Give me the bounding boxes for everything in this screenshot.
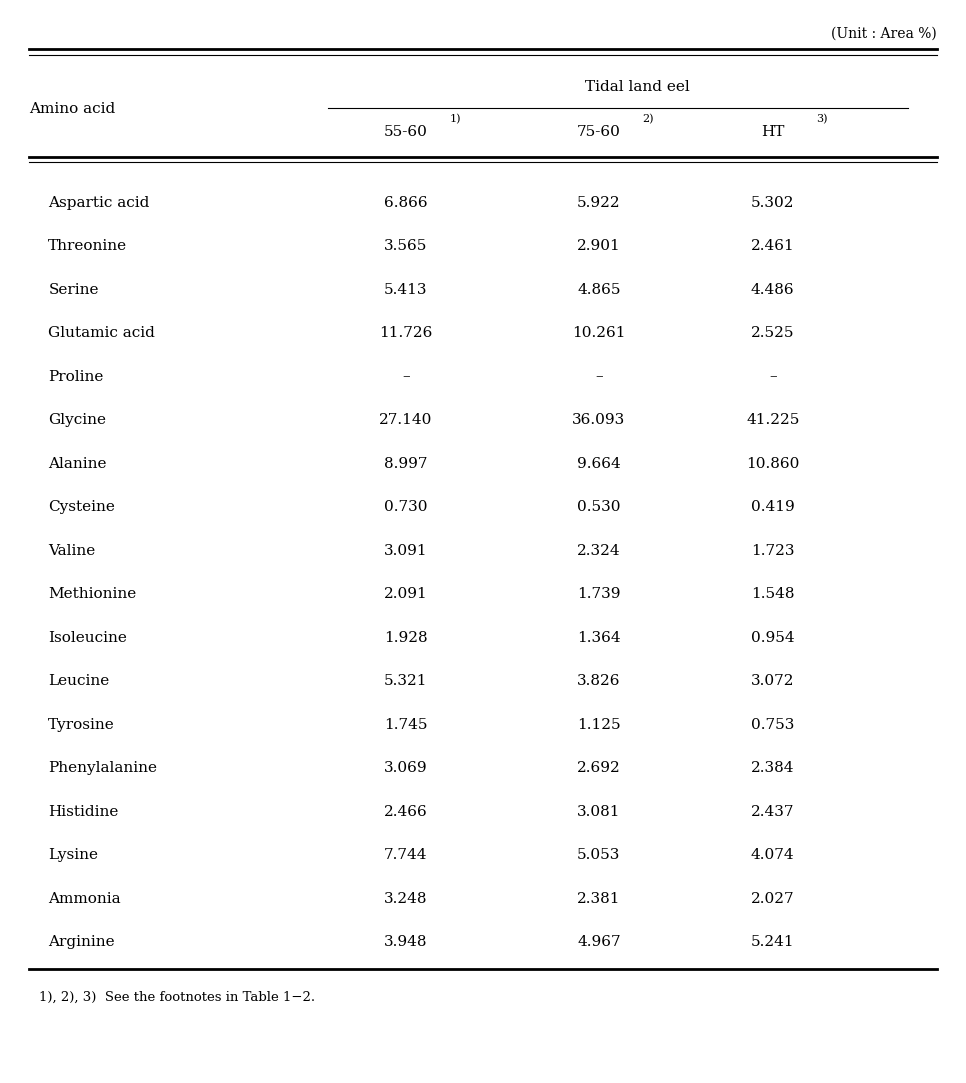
Text: Tidal land eel: Tidal land eel — [585, 80, 690, 93]
Text: 2.027: 2.027 — [751, 891, 795, 905]
Text: 1.723: 1.723 — [751, 544, 795, 558]
Text: 41.225: 41.225 — [746, 413, 800, 427]
Text: 10.860: 10.860 — [746, 457, 800, 471]
Text: 5.413: 5.413 — [384, 283, 428, 297]
Text: –: – — [595, 369, 603, 383]
Text: 5.922: 5.922 — [577, 196, 621, 210]
Text: 8.997: 8.997 — [384, 457, 428, 471]
Text: 7.744: 7.744 — [384, 848, 428, 862]
Text: 0.530: 0.530 — [577, 500, 621, 514]
Text: 9.664: 9.664 — [577, 457, 621, 471]
Text: HT: HT — [761, 126, 784, 139]
Text: 1): 1) — [449, 114, 461, 125]
Text: 2.461: 2.461 — [751, 239, 795, 253]
Text: 6.866: 6.866 — [384, 196, 428, 210]
Text: 11.726: 11.726 — [379, 326, 433, 340]
Text: 1.548: 1.548 — [751, 587, 795, 601]
Text: 1.928: 1.928 — [384, 630, 428, 644]
Text: Leucine: Leucine — [48, 674, 109, 688]
Text: Amino acid: Amino acid — [29, 103, 115, 116]
Text: 5.241: 5.241 — [751, 935, 795, 949]
Text: 2.466: 2.466 — [384, 805, 428, 819]
Text: 5.053: 5.053 — [578, 848, 620, 862]
Text: (Unit : Area %): (Unit : Area %) — [832, 27, 937, 41]
Text: 75-60: 75-60 — [577, 126, 621, 139]
Text: 1), 2), 3)  See the footnotes in Table 1−2.: 1), 2), 3) See the footnotes in Table 1−… — [39, 991, 315, 1004]
Text: Glutamic acid: Glutamic acid — [48, 326, 156, 340]
Text: Histidine: Histidine — [48, 805, 119, 819]
Text: 1.739: 1.739 — [577, 587, 621, 601]
Text: 2.437: 2.437 — [751, 805, 795, 819]
Text: Methionine: Methionine — [48, 587, 136, 601]
Text: Arginine: Arginine — [48, 935, 115, 949]
Text: 4.865: 4.865 — [577, 283, 621, 297]
Text: 0.419: 0.419 — [751, 500, 795, 514]
Text: 2.692: 2.692 — [577, 761, 621, 775]
Text: 2.381: 2.381 — [577, 891, 621, 905]
Text: 3.826: 3.826 — [577, 674, 621, 688]
Text: 2.324: 2.324 — [577, 544, 621, 558]
Text: Ammonia: Ammonia — [48, 891, 121, 905]
Text: –: – — [769, 369, 777, 383]
Text: 1.745: 1.745 — [384, 718, 428, 732]
Text: 2.901: 2.901 — [577, 239, 621, 253]
Text: Valine: Valine — [48, 544, 96, 558]
Text: 5.321: 5.321 — [384, 674, 428, 688]
Text: Lysine: Lysine — [48, 848, 99, 862]
Text: Glycine: Glycine — [48, 413, 106, 427]
Text: Proline: Proline — [48, 369, 103, 383]
Text: 5.302: 5.302 — [751, 196, 795, 210]
Text: 0.753: 0.753 — [752, 718, 794, 732]
Text: 3.072: 3.072 — [751, 674, 795, 688]
Text: 0.730: 0.730 — [384, 500, 428, 514]
Text: 1.125: 1.125 — [577, 718, 621, 732]
Text: 3.948: 3.948 — [384, 935, 428, 949]
Text: Aspartic acid: Aspartic acid — [48, 196, 150, 210]
Text: 27.140: 27.140 — [379, 413, 433, 427]
Text: Threonine: Threonine — [48, 239, 128, 253]
Text: 10.261: 10.261 — [572, 326, 626, 340]
Text: Serine: Serine — [48, 283, 99, 297]
Text: 4.074: 4.074 — [751, 848, 795, 862]
Text: 2.091: 2.091 — [384, 587, 428, 601]
Text: 3.069: 3.069 — [384, 761, 428, 775]
Text: 36.093: 36.093 — [572, 413, 626, 427]
Text: 1.364: 1.364 — [577, 630, 621, 644]
Text: Alanine: Alanine — [48, 457, 107, 471]
Text: 3.248: 3.248 — [384, 891, 428, 905]
Text: Cysteine: Cysteine — [48, 500, 115, 514]
Text: 2): 2) — [642, 114, 654, 125]
Text: 55-60: 55-60 — [384, 126, 428, 139]
Text: Isoleucine: Isoleucine — [48, 630, 128, 644]
Text: –: – — [402, 369, 410, 383]
Text: Tyrosine: Tyrosine — [48, 718, 115, 732]
Text: 4.967: 4.967 — [577, 935, 621, 949]
Text: 2.384: 2.384 — [751, 761, 795, 775]
Text: 3.091: 3.091 — [384, 544, 428, 558]
Text: 0.954: 0.954 — [751, 630, 795, 644]
Text: 3.565: 3.565 — [384, 239, 427, 253]
Text: Phenylalanine: Phenylalanine — [48, 761, 157, 775]
Text: 3.081: 3.081 — [577, 805, 621, 819]
Text: 3): 3) — [816, 114, 828, 125]
Text: 2.525: 2.525 — [751, 326, 795, 340]
Text: 4.486: 4.486 — [751, 283, 795, 297]
